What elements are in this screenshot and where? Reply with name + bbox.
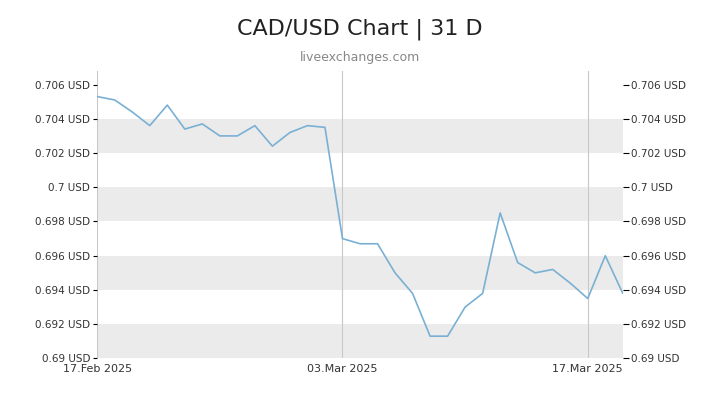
Bar [97,324,623,358]
Bar [97,256,623,290]
Text: CAD/USD Chart | 31 D: CAD/USD Chart | 31 D [237,18,483,40]
Bar [97,153,623,187]
Bar [97,222,623,256]
Bar [97,85,623,119]
Bar [97,290,623,324]
Text: liveexchanges.com: liveexchanges.com [300,51,420,64]
Bar [97,187,623,222]
Bar [97,119,623,153]
